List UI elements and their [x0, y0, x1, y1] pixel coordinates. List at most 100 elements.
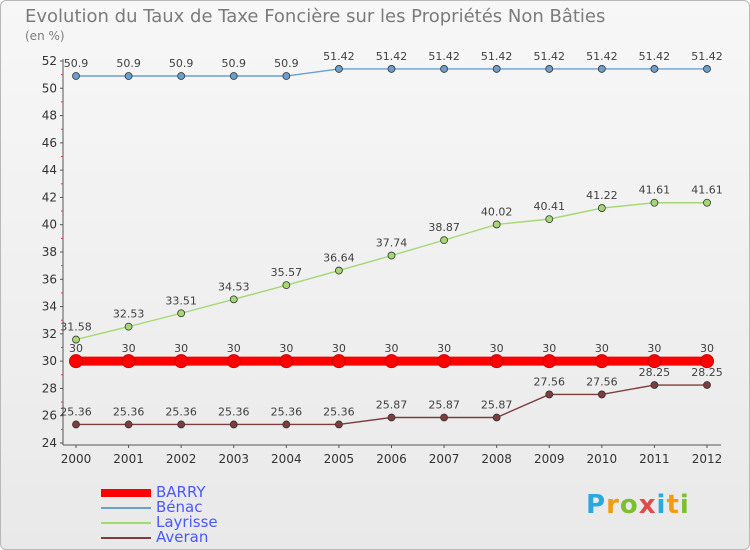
data-point [545, 65, 554, 73]
data-label: 30 [595, 342, 609, 355]
data-point [229, 72, 238, 80]
data-label: 25.36 [165, 405, 197, 418]
y-tick-label: 32 [42, 327, 57, 341]
data-label: 40.02 [481, 205, 513, 218]
data-point [440, 236, 448, 245]
plot-area: 25.36 25.36 25.36 25.36 25.36 25.36 25.87 25.87… [60, 50, 723, 429]
data-label: 34.53 [218, 280, 250, 293]
data-label: 25.87 [481, 398, 513, 411]
data-label: 33.51 [165, 294, 197, 307]
axes: 24 26 28 30 32 34 36 38 40 42 44 46 48 50 52 2000 2001 20… [42, 54, 723, 466]
data-point [700, 354, 714, 369]
data-label: 50.9 [116, 57, 141, 70]
data-point [492, 413, 501, 422]
series-bénac: 50.9 50.9 50.9 50.9 50.9 51.42 51.42 51.42 51.42… [64, 50, 723, 80]
data-label: 30 [542, 342, 556, 355]
x-tick-label: 2001 [113, 452, 144, 466]
data-point [647, 354, 662, 369]
data-point [177, 72, 186, 80]
y-tick-label: 52 [42, 54, 57, 68]
legend-swatch [101, 489, 151, 497]
data-point [597, 65, 606, 73]
data-label: 27.56 [534, 375, 566, 388]
data-label: 41.61 [691, 184, 723, 197]
y-tick-label: 28 [42, 381, 57, 395]
data-point [335, 65, 343, 73]
data-point [72, 72, 80, 80]
x-tick-label: 2009 [534, 452, 565, 466]
data-label: 51.42 [534, 50, 566, 63]
data-label: 25.36 [271, 405, 303, 418]
y-tick-label: 44 [42, 163, 57, 177]
series-line [75, 202, 707, 341]
logo-letter: x [638, 490, 657, 520]
data-point [177, 309, 186, 318]
x-tick-label: 2004 [271, 452, 302, 466]
data-point [229, 295, 238, 304]
data-label: 30 [490, 342, 504, 355]
x-tick-label: 2006 [376, 452, 407, 466]
y-tick-label: 34 [42, 300, 57, 314]
data-label: 25.36 [218, 405, 250, 418]
data-point [542, 354, 557, 369]
data-label: 28.25 [691, 366, 723, 379]
data-label: 30 [332, 342, 346, 355]
data-label: 38.87 [428, 221, 460, 234]
data-label: 25.36 [323, 405, 355, 418]
data-point [282, 281, 291, 290]
chart-unit: (en %) [25, 29, 65, 43]
y-tick-label: 36 [42, 272, 57, 286]
data-point [72, 420, 80, 429]
data-point [226, 354, 241, 369]
data-point [282, 72, 291, 80]
data-label: 50.9 [274, 57, 299, 70]
data-point [124, 420, 133, 429]
data-point [387, 251, 396, 260]
data-point [489, 354, 504, 369]
data-point [279, 354, 294, 369]
data-point [703, 381, 711, 389]
data-label: 25.36 [60, 405, 92, 418]
logo-letter: t [666, 490, 680, 520]
x-tick-label: 2005 [324, 452, 355, 466]
data-label: 37.74 [376, 237, 408, 250]
data-point [492, 65, 501, 73]
data-label: 30 [227, 342, 241, 355]
logo-letter: i [679, 490, 690, 520]
data-point [492, 220, 501, 229]
data-point [124, 322, 133, 331]
data-label: 51.42 [323, 50, 355, 63]
data-point [703, 198, 711, 207]
data-label: 51.42 [639, 50, 671, 63]
logo-letter: P [586, 490, 607, 520]
data-point [72, 335, 80, 344]
data-point [174, 354, 189, 369]
x-tick-label: 2002 [166, 452, 197, 466]
data-point [335, 266, 343, 275]
data-point [437, 354, 452, 369]
y-tick-label: 46 [42, 136, 57, 150]
data-point [69, 354, 83, 369]
data-label: 30 [279, 342, 293, 355]
data-point [331, 354, 346, 369]
data-label: 32.53 [113, 308, 145, 321]
data-point [597, 204, 606, 212]
data-point [177, 420, 186, 429]
data-point [545, 215, 554, 224]
logo-letter: i [656, 490, 667, 520]
data-point [387, 413, 396, 422]
x-tick-label: 2010 [587, 452, 618, 466]
data-label: 31.58 [60, 321, 92, 334]
data-label: 25.36 [113, 405, 145, 418]
data-label: 51.42 [586, 50, 618, 63]
data-label: 36.64 [323, 252, 355, 265]
legend-label: BARRY [156, 483, 206, 501]
y-tick-label: 30 [42, 354, 57, 368]
legend-label: Averan [156, 528, 209, 546]
data-label: 30 [69, 342, 83, 355]
series-averan: 25.36 25.36 25.36 25.36 25.36 25.36 25.87 25.87… [60, 366, 723, 429]
y-tick-label: 40 [42, 218, 57, 232]
data-point [384, 354, 399, 369]
data-label: 25.87 [376, 398, 408, 411]
